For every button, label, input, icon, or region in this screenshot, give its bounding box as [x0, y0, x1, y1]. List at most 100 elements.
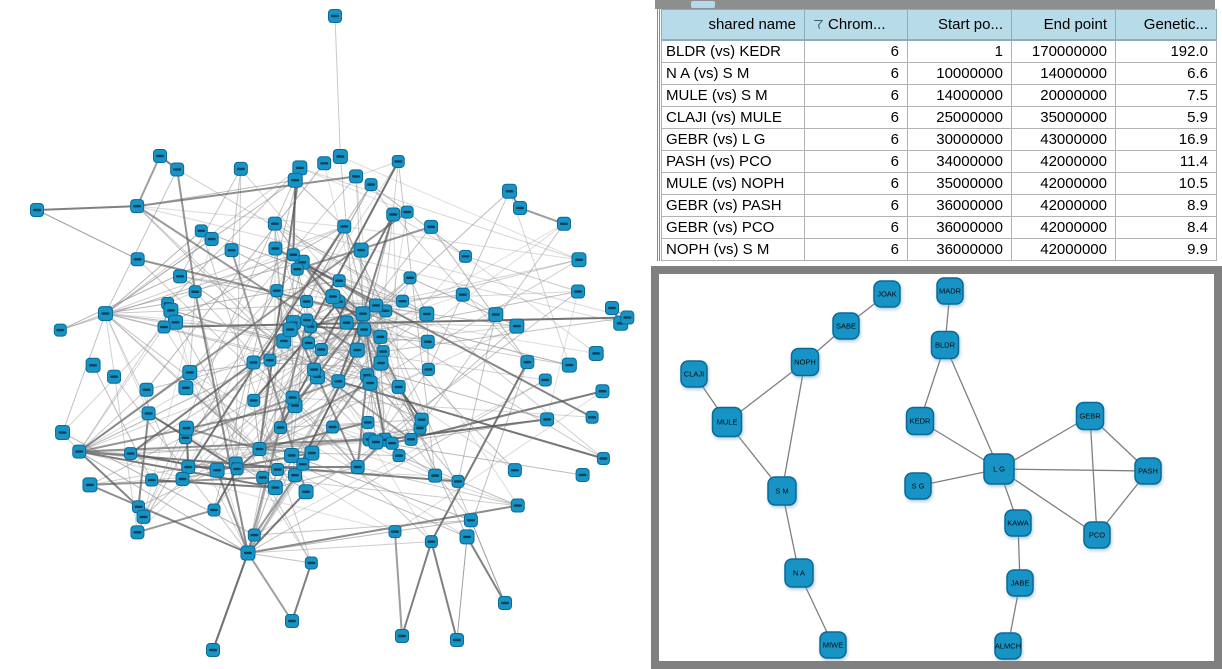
network-node[interactable] [252, 442, 267, 457]
network-node[interactable] [419, 306, 435, 322]
network-node[interactable] [424, 535, 438, 549]
table-cell[interactable]: 10.5 [1115, 172, 1217, 195]
network-node[interactable] [520, 355, 535, 370]
network-node[interactable] [188, 285, 202, 299]
network-node[interactable] [246, 355, 261, 370]
table-cell[interactable]: 42000000 [1011, 150, 1116, 173]
network-node[interactable] [182, 364, 198, 380]
network-node[interactable] [85, 357, 101, 373]
network-node[interactable] [588, 345, 604, 361]
network-node[interactable]: BLDR [930, 330, 960, 360]
network-node[interactable] [282, 322, 298, 338]
network-node[interactable]: GEBR [1075, 401, 1105, 431]
network-node[interactable] [270, 284, 284, 298]
network-node[interactable] [326, 420, 340, 434]
network-node[interactable] [510, 498, 525, 513]
network-node[interactable] [385, 436, 399, 450]
network-node[interactable] [267, 480, 283, 496]
network-edge[interactable] [781, 361, 806, 492]
table-row[interactable]: MULE (vs) NOPH 6 35000000 42000000 10.5 [661, 172, 1217, 195]
network-node[interactable] [130, 252, 145, 267]
small-network-canvas[interactable]: JOAK MADR SABE BLDR NOPH CLAJI MULE KEDR GEBR L G… [659, 274, 1214, 661]
table-cell[interactable]: 6 [804, 106, 908, 129]
network-node[interactable] [325, 289, 341, 305]
table-row[interactable]: GEBR (vs) PASH 6 36000000 42000000 8.9 [661, 194, 1217, 217]
network-node[interactable] [317, 156, 332, 171]
table-cell[interactable]: 25000000 [907, 106, 1012, 129]
network-node[interactable] [414, 412, 429, 427]
network-node[interactable] [271, 463, 285, 477]
network-node[interactable] [350, 460, 365, 475]
network-node[interactable] [575, 467, 590, 482]
network-node[interactable] [300, 313, 314, 327]
table-cell[interactable]: 34000000 [907, 150, 1012, 173]
table-row[interactable]: PASH (vs) PCO 6 34000000 42000000 11.4 [661, 150, 1217, 173]
network-node[interactable] [507, 463, 522, 478]
network-node[interactable] [328, 9, 342, 23]
network-node[interactable] [349, 342, 365, 358]
network-node[interactable] [369, 298, 384, 313]
network-node[interactable] [388, 525, 402, 539]
network-node[interactable] [392, 449, 406, 463]
network-node[interactable] [300, 295, 314, 309]
table-cell[interactable]: 1 [907, 39, 1012, 63]
network-node[interactable] [130, 199, 145, 214]
table-cell[interactable]: PASH (vs) PCO [661, 150, 805, 173]
column-header-sharedname[interactable]: shared name [661, 9, 805, 41]
network-node[interactable] [285, 614, 299, 628]
network-node[interactable] [450, 633, 464, 647]
network-node[interactable] [256, 471, 270, 485]
table-cell[interactable]: 6 [804, 128, 908, 151]
network-node[interactable] [30, 203, 44, 217]
table-cell[interactable]: 42000000 [1011, 194, 1116, 217]
network-node[interactable] [332, 274, 346, 288]
network-node[interactable]: NOPH [790, 347, 820, 377]
network-node[interactable] [421, 362, 435, 376]
network-node[interactable] [332, 148, 348, 164]
network-edge[interactable] [1089, 415, 1098, 536]
table-cell[interactable]: 9.9 [1115, 238, 1217, 261]
network-node[interactable] [181, 460, 196, 475]
table-cell[interactable]: BLDR (vs) KEDR [661, 39, 805, 63]
network-node[interactable] [509, 318, 525, 334]
network-edge[interactable] [998, 468, 1098, 536]
table-cell[interactable]: NOPH (vs) S M [661, 238, 805, 261]
network-node[interactable]: ALMCH [994, 632, 1022, 660]
table-row[interactable]: MULE (vs) S M 6 14000000 20000000 7.5 [661, 84, 1217, 107]
network-node[interactable] [424, 219, 439, 234]
network-node[interactable] [224, 243, 239, 258]
table-cell[interactable]: 43000000 [1011, 128, 1116, 151]
table-cell[interactable]: 14000000 [1011, 62, 1116, 85]
table-cell[interactable]: 35000000 [1011, 106, 1116, 129]
network-node[interactable] [145, 473, 159, 487]
table-cell[interactable]: 42000000 [1011, 238, 1116, 261]
network-node[interactable] [209, 462, 225, 478]
network-node[interactable] [353, 242, 369, 258]
network-node[interactable] [136, 509, 151, 524]
table-cell[interactable]: 8.9 [1115, 194, 1217, 217]
table-cell[interactable]: 36000000 [907, 194, 1012, 217]
network-node[interactable] [620, 310, 635, 325]
column-header-startpo[interactable]: Start po... [907, 9, 1012, 41]
network-node[interactable] [373, 329, 388, 344]
table-cell[interactable]: GEBR (vs) L G [661, 128, 805, 151]
network-node[interactable] [420, 334, 435, 349]
network-node[interactable] [428, 468, 443, 483]
network-node[interactable] [173, 269, 188, 284]
column-header-chrom[interactable]: Chrom... [804, 9, 908, 41]
table-cell[interactable]: 6 [804, 62, 908, 85]
network-node[interactable] [175, 471, 190, 486]
network-node[interactable] [273, 421, 287, 435]
table-cell[interactable]: 6 [804, 172, 908, 195]
table-cell[interactable]: 35000000 [907, 172, 1012, 195]
network-node[interactable] [463, 513, 478, 528]
network-node[interactable]: KAWA [1004, 509, 1032, 537]
network-node[interactable] [498, 596, 512, 610]
network-node[interactable] [204, 232, 219, 247]
table-cell[interactable]: 192.0 [1115, 39, 1217, 63]
network-node[interactable] [458, 249, 472, 263]
network-node[interactable] [268, 241, 283, 256]
network-node[interactable] [97, 306, 113, 322]
network-node[interactable] [404, 432, 418, 446]
table-cell[interactable]: 42000000 [1011, 216, 1116, 239]
